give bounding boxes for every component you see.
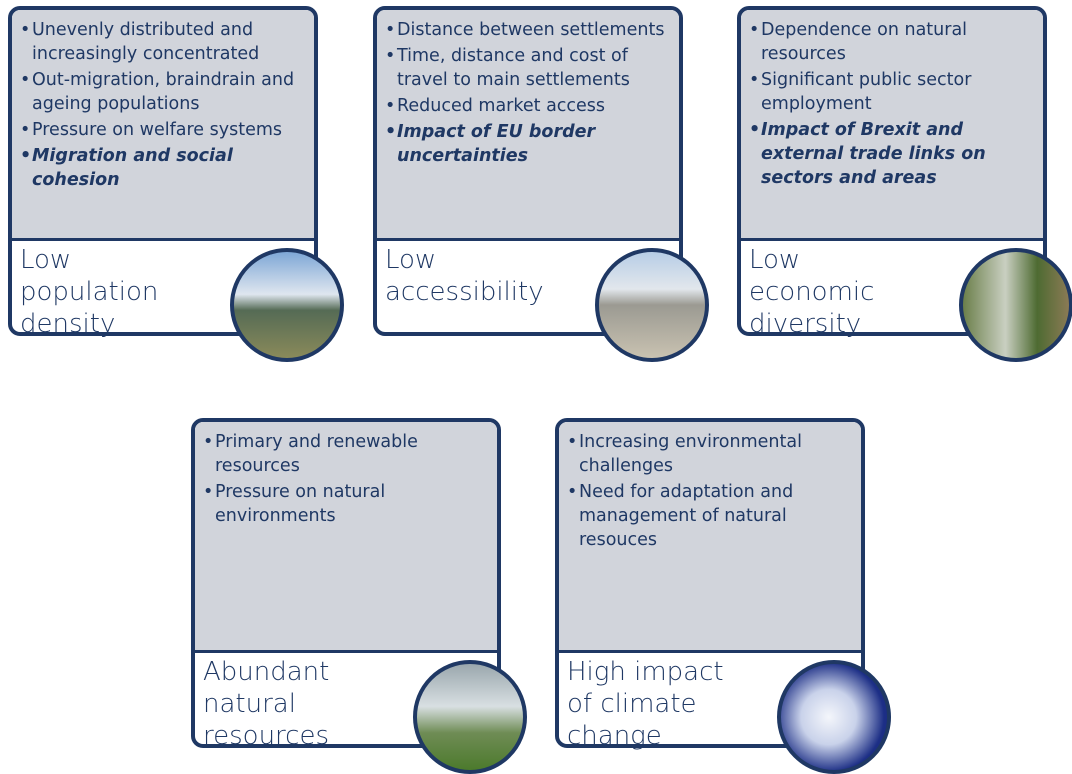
- slide: Unevenly distributed and increasingly co…: [0, 0, 1072, 774]
- title-line: Low: [749, 244, 874, 276]
- card: Dependence on natural resourcesSignifica…: [737, 6, 1047, 336]
- bullet-emphasis: Impact of Brexit and external trade link…: [749, 118, 1037, 190]
- title-line: of climate: [567, 688, 724, 720]
- title-line: Abundant: [203, 656, 329, 688]
- card-body: Unevenly distributed and increasingly co…: [12, 10, 314, 241]
- bullet: Out-migration, braindrain and ageing pop…: [20, 68, 308, 116]
- title-line: economic: [749, 276, 874, 308]
- title-line: change: [567, 720, 724, 752]
- title-line: accessibility: [385, 276, 544, 308]
- bullet: Significant public sector employment: [749, 68, 1037, 116]
- bullet: Pressure on welfare systems: [20, 118, 308, 142]
- bullet-list: Primary and renewable resourcesPressure …: [203, 430, 491, 528]
- photo: [777, 660, 891, 774]
- title-line: natural: [203, 688, 329, 720]
- bullet-emphasis: Impact of EU border uncertainties: [385, 120, 673, 168]
- title-line: Low: [385, 244, 544, 276]
- card-body: Dependence on natural resourcesSignifica…: [741, 10, 1043, 241]
- title-line: density: [20, 308, 158, 340]
- photo: [230, 248, 344, 362]
- photo: [595, 248, 709, 362]
- bullet-list: Increasing environmental challengesNeed …: [567, 430, 855, 552]
- bullet: Dependence on natural resources: [749, 18, 1037, 66]
- bullet: Primary and renewable resources: [203, 430, 491, 478]
- bullet-list: Dependence on natural resourcesSignifica…: [749, 18, 1037, 190]
- photo: [959, 248, 1072, 362]
- title-line: Low: [20, 244, 158, 276]
- bullet: Reduced market access: [385, 94, 673, 118]
- card: Primary and renewable resourcesPressure …: [191, 418, 501, 748]
- title-line: population: [20, 276, 158, 308]
- bullet: Need for adaptation and management of na…: [567, 480, 855, 552]
- card-body: Distance between settlementsTime, distan…: [377, 10, 679, 241]
- title-line: diversity: [749, 308, 874, 340]
- title-line: High impact: [567, 656, 724, 688]
- card-body: Increasing environmental challengesNeed …: [559, 422, 861, 653]
- bullet: Distance between settlements: [385, 18, 673, 42]
- bullet: Unevenly distributed and increasingly co…: [20, 18, 308, 66]
- photo: [413, 660, 527, 774]
- bullet-list: Unevenly distributed and increasingly co…: [20, 18, 308, 192]
- bullet-list: Distance between settlementsTime, distan…: [385, 18, 673, 168]
- card-body: Primary and renewable resourcesPressure …: [195, 422, 497, 653]
- bullet: Pressure on natural environments: [203, 480, 491, 528]
- card: Increasing environmental challengesNeed …: [555, 418, 865, 748]
- bullet: Increasing environmental challenges: [567, 430, 855, 478]
- bullet-emphasis: Migration and social cohesion: [20, 144, 308, 192]
- title-line: resources: [203, 720, 329, 752]
- card: Unevenly distributed and increasingly co…: [8, 6, 318, 336]
- card: Distance between settlementsTime, distan…: [373, 6, 683, 336]
- bullet: Time, distance and cost of travel to mai…: [385, 44, 673, 92]
